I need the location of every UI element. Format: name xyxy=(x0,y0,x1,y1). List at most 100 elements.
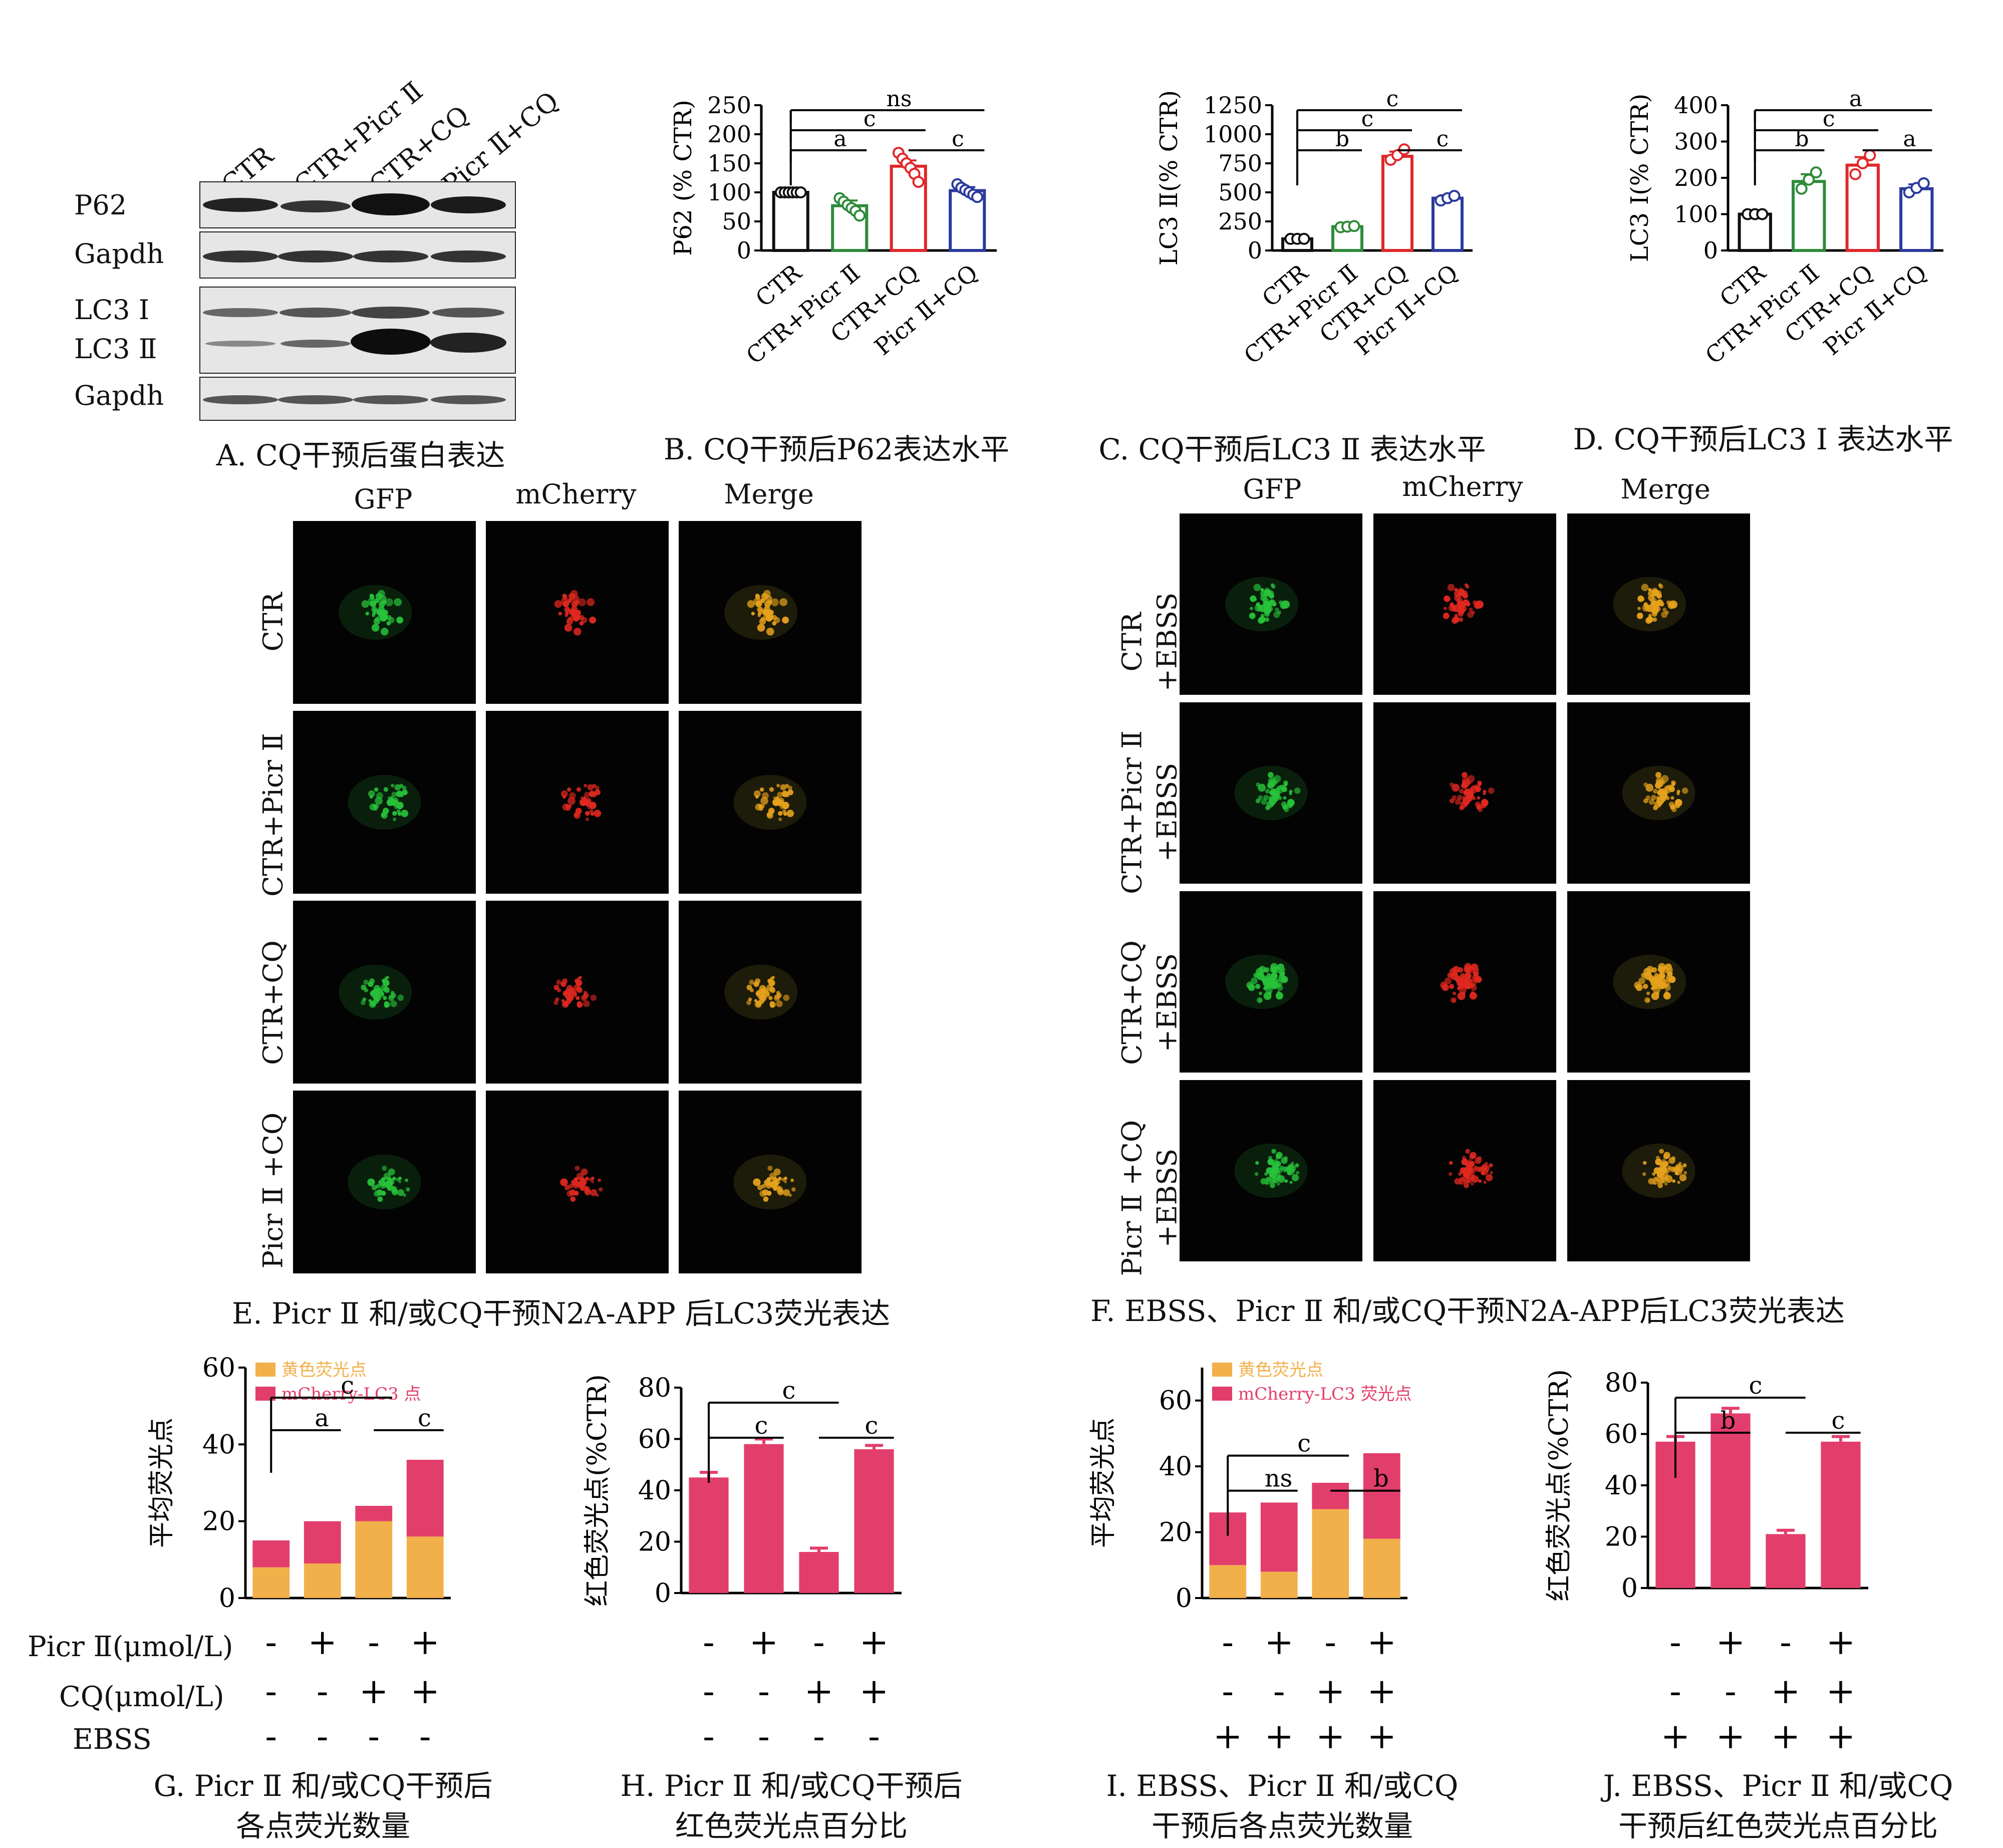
fluorescent-puncta xyxy=(1284,807,1289,813)
fluorescent-puncta xyxy=(748,997,752,1001)
fluorescent-puncta xyxy=(1456,602,1462,608)
fluorescent-puncta xyxy=(1657,1183,1663,1188)
fluorescent-puncta xyxy=(1459,805,1465,811)
fluorescent-puncta xyxy=(1637,595,1644,602)
fluorescent-puncta xyxy=(1264,1172,1268,1176)
bar xyxy=(1710,1413,1751,1588)
fluorescent-puncta xyxy=(553,1000,558,1005)
fluorescent-puncta xyxy=(1255,1161,1259,1165)
fluorescent-puncta xyxy=(594,810,602,818)
fluorescent-puncta xyxy=(1465,1149,1470,1154)
fluorescent-puncta xyxy=(778,811,783,816)
micrograph-tile xyxy=(293,711,476,894)
data-point xyxy=(1448,189,1461,202)
fluorescent-puncta xyxy=(1445,612,1449,616)
fluorescent-puncta xyxy=(1651,587,1658,594)
sig-label: c xyxy=(1437,126,1449,152)
fluorescent-puncta xyxy=(776,992,782,998)
fluorescent-puncta xyxy=(576,787,582,792)
fluorescent-puncta xyxy=(569,1189,576,1196)
sig-label: c xyxy=(1823,106,1835,132)
fluorescent-puncta xyxy=(1265,1182,1269,1185)
fluorescent-puncta xyxy=(389,1182,393,1185)
y-tick-label: 40 xyxy=(202,1430,235,1460)
fluorescent-puncta xyxy=(751,612,755,616)
fluorescent-puncta xyxy=(1658,583,1662,587)
fluorescent-puncta xyxy=(1284,782,1288,786)
fluorescent-puncta xyxy=(1294,787,1301,794)
bar xyxy=(1821,1441,1861,1588)
y-tick-label: 250 xyxy=(1218,208,1262,235)
condition-symbol: - xyxy=(758,1671,770,1712)
condition-symbol: - xyxy=(265,1622,277,1663)
fluorescent-puncta xyxy=(1449,1161,1453,1165)
condition-symbol: - xyxy=(703,1671,715,1712)
fluorescent-puncta xyxy=(1269,1176,1277,1184)
fluorescent-puncta xyxy=(1638,977,1645,985)
fluorescent-puncta xyxy=(1265,617,1270,622)
fluorescent-puncta xyxy=(1286,802,1293,809)
fluorescent-puncta xyxy=(1275,1154,1281,1160)
fluorescent-puncta xyxy=(759,994,767,1001)
fluorescent-puncta xyxy=(587,784,594,791)
y-axis-label: LC3 Ⅰ(% CTR) xyxy=(1626,94,1654,262)
fluorescent-puncta xyxy=(1652,788,1658,794)
fluorescent-puncta xyxy=(1258,795,1263,801)
fluorescent-puncta xyxy=(787,785,792,790)
bar xyxy=(1381,155,1413,252)
fluorescent-puncta xyxy=(1480,802,1487,809)
fluorescent-puncta xyxy=(393,817,397,822)
fluorescent-puncta xyxy=(1663,992,1671,1000)
fluorescent-puncta xyxy=(365,612,369,616)
stacked-bar-segment xyxy=(252,1540,290,1567)
fluorescent-puncta xyxy=(1250,977,1258,985)
fluorescent-puncta xyxy=(1476,968,1480,971)
data-point xyxy=(1849,168,1862,180)
y-tick-label: 200 xyxy=(707,121,751,148)
fluorescent-puncta xyxy=(1459,788,1464,794)
fluorescent-puncta xyxy=(1268,991,1272,995)
stacked-bar-segment xyxy=(1312,1509,1349,1598)
fluorescent-puncta xyxy=(1469,607,1473,612)
fluorescent-puncta xyxy=(762,792,769,800)
fluorescent-puncta xyxy=(1471,990,1475,994)
legend-swatch xyxy=(1212,1387,1232,1401)
fluorescent-puncta xyxy=(1260,1178,1267,1185)
fluorescent-puncta xyxy=(577,987,583,993)
y-tick-label: 60 xyxy=(1159,1386,1192,1416)
fluorescent-puncta xyxy=(1476,601,1480,605)
condition-symbol: + xyxy=(1771,1716,1801,1757)
cond-label-ebss: EBSS xyxy=(73,1723,152,1756)
fluorescent-puncta xyxy=(384,615,388,620)
data-point xyxy=(971,191,984,203)
caption-line: 红色荧光点百分比 xyxy=(675,1809,908,1843)
fluorescent-puncta xyxy=(1459,1182,1463,1185)
fluorescent-puncta xyxy=(575,1165,580,1171)
fluorescent-puncta xyxy=(1291,1174,1299,1182)
y-tick-label: 60 xyxy=(638,1425,671,1455)
fluorescent-puncta xyxy=(572,611,577,616)
fluorescent-puncta xyxy=(591,1180,595,1184)
fluorescent-puncta xyxy=(1248,984,1255,991)
condition-symbol: + xyxy=(1316,1716,1345,1757)
fluorescent-puncta xyxy=(1665,610,1669,615)
fluorescent-puncta xyxy=(391,791,397,798)
y-tick-label: 250 xyxy=(707,92,751,119)
y-tick-label: 0 xyxy=(1621,1573,1638,1604)
fluorescent-puncta xyxy=(390,1000,397,1007)
fluorescent-puncta xyxy=(371,624,380,632)
caption-line: J. EBSS、Picr Ⅱ 和/或CQ xyxy=(1603,1769,1953,1803)
blot-gapdh-1 xyxy=(199,231,516,279)
fluorescent-puncta xyxy=(581,1168,588,1176)
condition-symbol: - xyxy=(1669,1671,1681,1712)
fluorescent-puncta xyxy=(1274,790,1279,796)
y-tick-label: 80 xyxy=(1605,1368,1638,1398)
fluorescent-puncta xyxy=(1662,967,1669,973)
fluorescent-puncta xyxy=(1646,991,1650,995)
fluorescent-puncta xyxy=(1461,772,1468,778)
fluorescent-puncta xyxy=(769,1172,777,1180)
fluorescent-puncta xyxy=(758,995,762,999)
condition-symbol: + xyxy=(410,1622,440,1663)
